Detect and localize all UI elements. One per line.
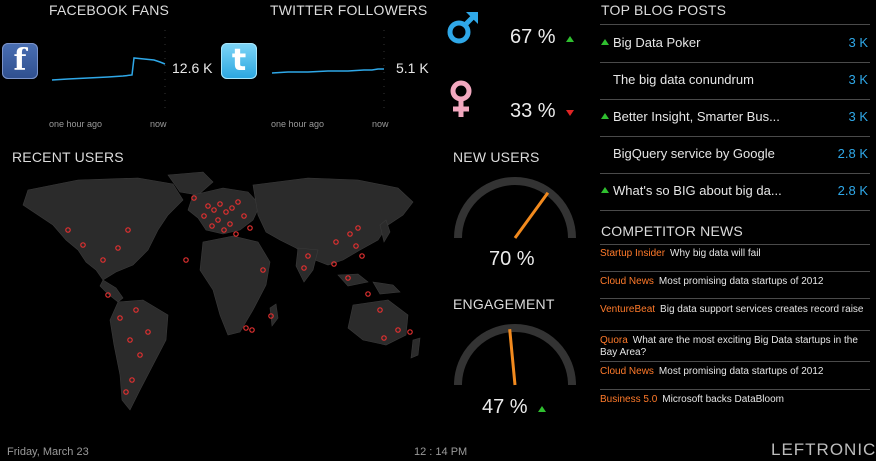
news-item[interactable]: Cloud News Most promising data startups o… [600, 366, 870, 390]
twitter-axis-end: now [372, 119, 389, 129]
news-item[interactable]: VentureBeat Big data support services cre… [600, 304, 870, 331]
news-source[interactable]: Business 5.0 [600, 394, 658, 405]
leftronic-logo: LEFTRONIC [771, 440, 876, 459]
facebook-fans-title: FACEBOOK FANS [49, 2, 170, 18]
blog-post-title: Better Insight, Smarter Bus... [613, 109, 780, 124]
blog-post-row[interactable]: Big Data Poker 3 K [600, 25, 870, 63]
new-users-title: NEW USERS [453, 149, 540, 165]
twitter-icon: t [221, 43, 257, 79]
twitter-sparkline [271, 30, 385, 114]
footer-time: 12 : 14 PM [414, 446, 468, 458]
facebook-axis-end: now [150, 119, 167, 129]
engagement-gauge-needle [508, 329, 517, 386]
engagement-title: ENGAGEMENT [453, 296, 555, 312]
female-icon [450, 80, 472, 117]
facebook-icon: f [2, 43, 38, 79]
male-trend-up-icon [566, 36, 574, 42]
blog-post-row[interactable]: What's so BIG about big da... 2.8 K [600, 173, 870, 211]
news-source[interactable]: Startup Insider [600, 248, 666, 259]
female-percentage: 33 % [510, 100, 556, 122]
trend-up-icon [601, 39, 609, 45]
news-item[interactable]: Startup Insider Why big data will fail [600, 248, 870, 272]
blog-post-row[interactable]: BigQuery service by Google 2.8 K [600, 136, 870, 174]
new-users-gauge-needle [513, 191, 550, 239]
news-headline[interactable]: What are the most exciting Big Data star… [600, 335, 858, 358]
engagement-trend-up-icon [538, 406, 546, 412]
news-item[interactable]: Quora What are the most exciting Big Data… [600, 335, 870, 362]
recent-users-title: RECENT USERS [12, 149, 124, 165]
blog-post-count: 3 K [848, 72, 868, 87]
facebook-sparkline [51, 30, 166, 114]
news-item[interactable]: Cloud News Most promising data startups o… [600, 276, 870, 299]
blog-post-count: 2.8 K [837, 146, 868, 161]
twitter-axis-start: one hour ago [271, 119, 325, 129]
new-users-gauge [454, 177, 576, 239]
twitter-followers-title: TWITTER FOLLOWERS [270, 2, 428, 18]
blog-post-row[interactable]: The big data conundrum 3 K [600, 62, 870, 100]
blog-post-count: 3 K [848, 35, 868, 50]
user-location-markers [65, 195, 413, 395]
news-source[interactable]: Cloud News [600, 366, 654, 377]
female-trend-down-icon [566, 110, 574, 116]
blog-post-title: BigQuery service by Google [613, 146, 775, 161]
news-headline[interactable]: Most promising data startups of 2012 [658, 276, 824, 287]
news-item[interactable]: Business 5.0 Microsoft backs DataBloom [600, 394, 870, 406]
competitor-news-title: COMPETITOR NEWS [601, 223, 743, 239]
news-source[interactable]: Cloud News [600, 276, 654, 287]
world-map [22, 171, 421, 411]
male-percentage: 67 % [510, 26, 556, 48]
news-headline[interactable]: Most promising data startups of 2012 [658, 366, 824, 377]
trend-up-icon [601, 113, 609, 119]
blog-post-title: What's so BIG about big da... [613, 183, 782, 198]
blog-post-count: 3 K [848, 109, 868, 124]
engagement-gauge [454, 324, 576, 386]
new-users-value: 70 % [489, 248, 535, 270]
engagement-value: 47 % [482, 396, 528, 418]
blog-post-title: Big Data Poker [613, 35, 701, 50]
blog-post-title: The big data conundrum [613, 72, 754, 87]
top-blog-posts-title: TOP BLOG POSTS [601, 2, 727, 18]
footer-date: Friday, March 23 [7, 446, 89, 458]
news-headline[interactable]: Microsoft backs DataBloom [662, 394, 784, 405]
blog-post-count: 2.8 K [837, 183, 868, 198]
blog-post-row[interactable]: Better Insight, Smarter Bus... 3 K [600, 99, 870, 137]
news-source[interactable]: Quora [600, 335, 628, 346]
trend-up-icon [601, 187, 609, 193]
facebook-fans-value: 12.6 K [172, 60, 213, 76]
facebook-axis-start: one hour ago [49, 119, 103, 129]
news-source[interactable]: VentureBeat [600, 304, 656, 315]
news-headline[interactable]: Big data support services creates record… [660, 304, 864, 315]
male-icon [447, 12, 478, 44]
twitter-followers-value: 5.1 K [396, 60, 429, 76]
news-headline[interactable]: Why big data will fail [670, 248, 761, 259]
